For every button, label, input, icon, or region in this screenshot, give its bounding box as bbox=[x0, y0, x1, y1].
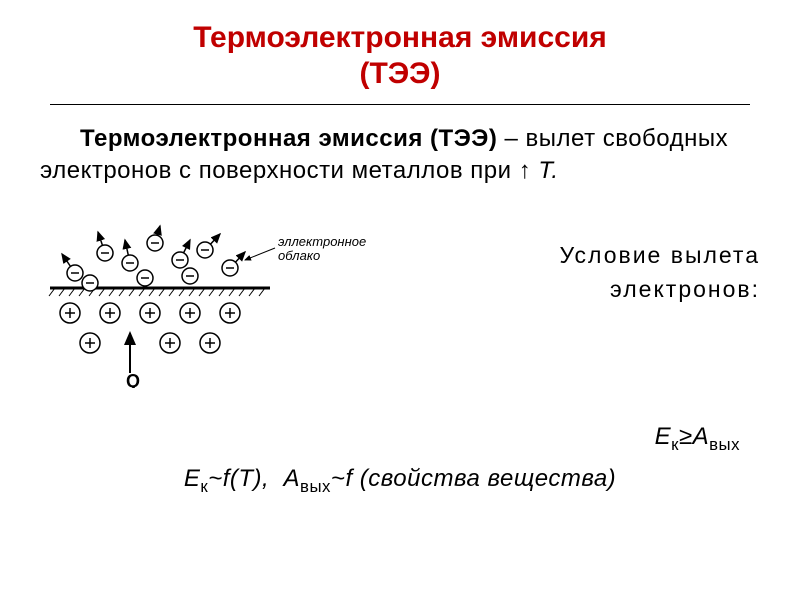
inequality-formula: Eк≥Aвых bbox=[40, 423, 740, 455]
slide: Термоэлектронная эмиссия (ТЭЭ) Термоэлек… bbox=[0, 0, 800, 600]
title-line-1: Термоэлектронная эмиссия bbox=[193, 21, 607, 54]
condition-column: Условие вылета электронов: bbox=[400, 218, 760, 307]
condition-line-1: Условие вылета bbox=[559, 242, 760, 268]
up-arrow-icon: ↑ bbox=[519, 157, 532, 184]
svg-text:облако: облако bbox=[278, 248, 320, 263]
dependency-formula: Eк~f(T), Aвых~f (свойства вещества) bbox=[30, 465, 770, 497]
definition-dash: – bbox=[497, 125, 525, 152]
diagram-column: Qэллектронноеоблако bbox=[40, 218, 400, 393]
svg-text:Q: Q bbox=[126, 371, 140, 388]
svg-text:эллектронное: эллектронное bbox=[278, 234, 366, 249]
definition-variable-t: Т. bbox=[531, 157, 558, 184]
condition-line-2: электронов: bbox=[610, 276, 760, 302]
horizontal-rule bbox=[50, 104, 750, 105]
middle-row: Qэллектронноеоблако Условие вылета элект… bbox=[40, 218, 760, 393]
definition-term: Термоэлектронная эмиссия (ТЭЭ) bbox=[80, 125, 497, 152]
definition-paragraph: Термоэлектронная эмиссия (ТЭЭ) – вылет с… bbox=[40, 123, 760, 188]
title-line-2: (ТЭЭ) bbox=[360, 57, 441, 90]
emission-diagram: Qэллектронноеоблако bbox=[40, 218, 390, 388]
slide-title: Термоэлектронная эмиссия (ТЭЭ) bbox=[30, 20, 770, 92]
